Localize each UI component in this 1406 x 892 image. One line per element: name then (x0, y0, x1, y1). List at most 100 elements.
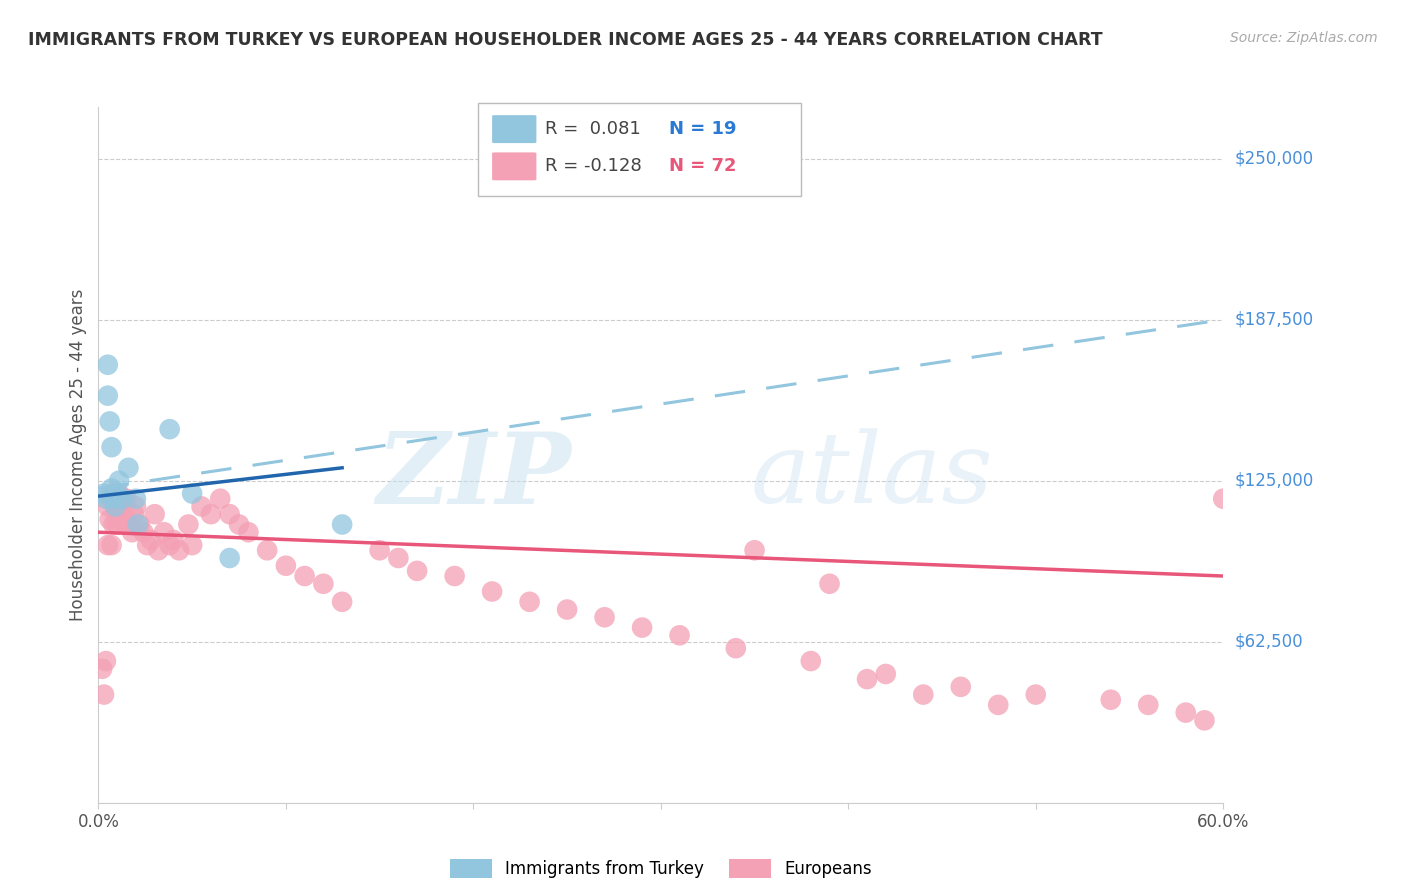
Point (104, 491, 127, 506)
Point (111, 491, 134, 506)
Point (115, 512, 138, 526)
Point (668, 628, 690, 642)
Point (1025, 688, 1047, 702)
Point (209, 491, 232, 506)
Point (105, 517, 128, 532)
Point (114, 517, 136, 532)
Point (875, 667, 897, 681)
Point (103, 486, 125, 500)
Point (117, 517, 139, 532)
Text: R = -0.128: R = -0.128 (546, 157, 643, 175)
Text: $125,000: $125,000 (1234, 472, 1313, 490)
Point (238, 525, 260, 540)
Point (159, 422, 181, 436)
Point (143, 507, 166, 521)
Point (987, 698, 1010, 712)
Point (128, 517, 150, 532)
Point (127, 517, 149, 532)
Point (111, 507, 134, 521)
Point (105, 507, 128, 521)
Point (159, 538, 181, 552)
Point (167, 543, 190, 558)
Point (181, 538, 204, 552)
Point (104, 500, 127, 514)
Point (125, 491, 148, 506)
Point (93, 688, 115, 702)
Point (1099, 692, 1122, 706)
Point (97, 389, 120, 403)
Point (228, 517, 250, 532)
Point (949, 680, 972, 694)
Point (1212, 491, 1234, 506)
Point (744, 543, 766, 558)
Point (121, 525, 143, 540)
Point (108, 486, 131, 500)
Point (818, 576, 841, 591)
Text: Source: ZipAtlas.com: Source: ZipAtlas.com (1230, 31, 1378, 45)
Point (593, 610, 616, 624)
Point (443, 569, 465, 583)
Text: IMMIGRANTS FROM TURKEY VS EUROPEAN HOUSEHOLDER INCOME AGES 25 - 44 YEARS CORRELA: IMMIGRANTS FROM TURKEY VS EUROPEAN HOUSE… (28, 31, 1102, 49)
Point (724, 641, 747, 656)
Point (100, 440, 122, 454)
Point (105, 486, 128, 500)
Point (181, 486, 204, 500)
Point (110, 500, 132, 514)
Text: R =  0.081: R = 0.081 (546, 120, 641, 138)
Point (100, 482, 122, 496)
Point (100, 491, 122, 506)
Text: $62,500: $62,500 (1234, 632, 1303, 651)
Point (98, 512, 121, 526)
Point (1174, 706, 1197, 720)
Text: N = 19: N = 19 (669, 120, 737, 138)
Point (256, 543, 278, 558)
Point (330, 595, 353, 609)
Point (294, 569, 316, 583)
Point (103, 491, 125, 506)
Point (122, 507, 145, 521)
Point (104, 500, 127, 514)
Point (274, 558, 297, 573)
Point (94, 491, 117, 506)
Point (1137, 698, 1160, 712)
Point (115, 491, 138, 506)
Point (555, 602, 578, 616)
Point (200, 507, 222, 521)
Point (218, 551, 240, 566)
Point (139, 533, 162, 547)
Point (406, 564, 429, 578)
FancyBboxPatch shape (492, 115, 536, 143)
Point (98, 414, 121, 428)
Point (387, 551, 409, 566)
Point (148, 543, 170, 558)
Point (856, 672, 879, 686)
Y-axis label: Householder Income Ages 25 - 44 years: Householder Income Ages 25 - 44 years (69, 289, 87, 621)
Point (125, 500, 148, 514)
Point (631, 621, 654, 635)
Point (91, 662, 114, 676)
Text: $187,500: $187,500 (1234, 310, 1313, 328)
Point (519, 595, 541, 609)
Point (94, 654, 117, 668)
Point (136, 538, 159, 552)
Point (97, 500, 120, 514)
Point (153, 525, 176, 540)
Point (190, 500, 212, 514)
Text: $250,000: $250,000 (1234, 150, 1313, 168)
Point (312, 576, 335, 591)
Point (800, 654, 823, 668)
Point (218, 507, 240, 521)
Point (162, 533, 184, 547)
Point (97, 358, 120, 372)
Point (330, 517, 353, 532)
Point (912, 688, 935, 702)
Point (108, 474, 131, 488)
FancyBboxPatch shape (492, 153, 536, 180)
Point (368, 543, 391, 558)
Point (97, 538, 120, 552)
Text: ZIP: ZIP (375, 427, 571, 524)
Point (103, 517, 125, 532)
Point (93, 486, 115, 500)
Point (481, 584, 503, 599)
Point (117, 460, 139, 475)
